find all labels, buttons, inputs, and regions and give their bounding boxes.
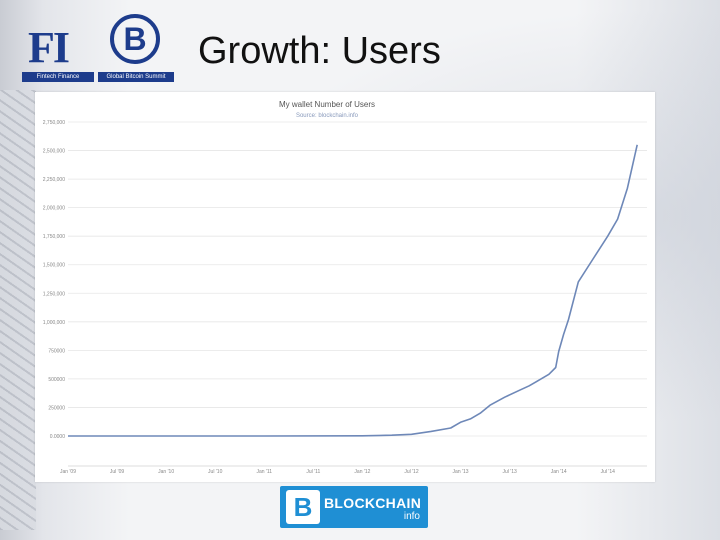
x-tick-label: Jul '14 <box>601 469 616 475</box>
y-tick-label: 2,250,000 <box>43 177 65 183</box>
x-tick-label: Jul '10 <box>208 469 223 475</box>
slide-header: FI Fintech Finance B Global Bitcoin Summ… <box>0 0 720 92</box>
chart-subtitle: Source: blockchain.info <box>296 113 359 119</box>
x-tick-label: Jul '13 <box>502 469 517 475</box>
x-tick-label: Jul '11 <box>306 469 320 475</box>
x-tick-label: Jul '12 <box>404 469 419 475</box>
x-tick-label: Jan '10 <box>158 469 174 475</box>
x-tick-label: Jan '12 <box>354 469 370 475</box>
y-tick-label: 500000 <box>48 377 65 383</box>
users-series-line <box>68 144 638 437</box>
slide-title: Growth: Users <box>198 30 441 72</box>
y-tick-label: 1,250,000 <box>43 291 65 297</box>
chart-title: My wallet Number of Users <box>279 100 375 109</box>
y-tick-label: 1,750,000 <box>43 234 65 240</box>
blockchain-logo-sub: info <box>403 511 420 522</box>
y-tick-label: 2,500,000 <box>43 149 65 155</box>
y-tick-label: 2,750,000 <box>43 120 65 126</box>
fintech-logo-letters: FI <box>28 23 70 72</box>
blockchain-icon: B <box>286 490 320 524</box>
x-tick-label: Jan '14 <box>551 469 567 475</box>
x-tick-label: Jan '09 <box>60 469 76 475</box>
y-tick-label: 0.0000 <box>50 434 66 440</box>
x-tick-label: Jan '11 <box>256 469 272 475</box>
y-tick-label: 750000 <box>48 348 65 354</box>
blockchain-logo: B BLOCKCHAIN info <box>280 486 428 528</box>
blockchain-logo-name: BLOCKCHAIN <box>324 495 422 511</box>
bitcoin-summit-logo: B Global Bitcoin Summit <box>98 14 174 82</box>
x-tick-label: Jan '13 <box>453 469 469 475</box>
y-tick-label: 250000 <box>48 405 65 411</box>
x-axis-ticks: Jan '09 Jul '09 Jan '10 Jul '10 Jan '11 Jul '… <box>60 465 647 475</box>
fintech-logo: FI Fintech Finance <box>22 22 94 82</box>
y-axis-ticks: 0.0000 250000 500000 750000 1,000,000 1,250,0… <box>43 120 65 440</box>
bitcoin-icon: B <box>110 14 160 64</box>
y-tick-label: 2,000,000 <box>43 206 65 212</box>
chart-series <box>68 144 638 437</box>
chart-gridlines <box>68 121 647 437</box>
chart-panel: My wallet Number of Users Source: blockc… <box>35 92 655 482</box>
fintech-logo-caption: Fintech Finance <box>22 72 94 82</box>
x-tick-label: Jul '09 <box>110 469 125 475</box>
users-line-chart: My wallet Number of Users Source: blockc… <box>43 100 647 475</box>
y-tick-label: 1,000,000 <box>43 320 65 326</box>
background-pattern <box>0 90 36 530</box>
bitcoin-summit-caption: Global Bitcoin Summit <box>98 72 174 82</box>
y-tick-label: 1,500,000 <box>43 263 65 269</box>
